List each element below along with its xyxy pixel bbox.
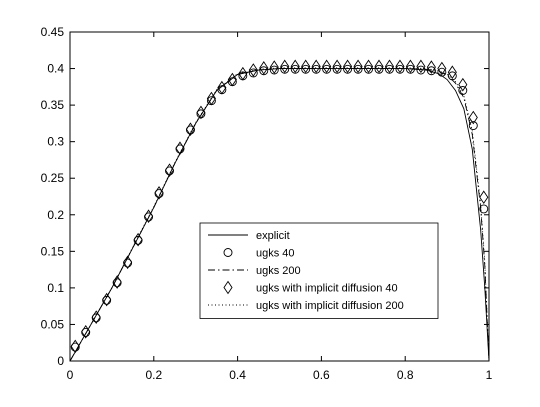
legend-entry: explicit (208, 230, 290, 242)
y-tick-label: 0.35 (41, 98, 65, 112)
marker-diamond (259, 61, 269, 75)
marker-diamond (437, 61, 447, 76)
y-tick-label: 0.1 (47, 281, 64, 295)
marker-diamond (332, 59, 342, 74)
marker-circle (437, 67, 447, 77)
y-tick-label: 0.2 (47, 208, 64, 222)
marker-diamond (426, 60, 436, 74)
marker-diamond (175, 141, 185, 156)
axes-frame (69, 31, 490, 362)
x-tick-label: 1 (486, 368, 493, 382)
marker-circle (280, 64, 290, 74)
marker-circle (395, 64, 405, 74)
marker-diamond (70, 339, 80, 354)
legend-label: ugks with implicit diffusion 40 (256, 283, 398, 295)
marker-circle (416, 65, 426, 75)
legend-label: ugks 200 (256, 265, 301, 277)
x-tick-label: 0.6 (313, 368, 330, 382)
marker-diamond (374, 59, 384, 74)
marker-diamond (248, 63, 258, 77)
marker-diamond (384, 59, 395, 74)
legend-entry: ugks 200 (208, 265, 301, 277)
marker-circle (301, 64, 311, 74)
legend-label: ugks 40 (256, 248, 295, 260)
marker-circle (385, 64, 394, 74)
marker-diamond (133, 232, 143, 247)
marker-circle (248, 68, 258, 78)
y-tick-label: 0.3 (47, 135, 64, 149)
marker-diamond (290, 59, 300, 74)
marker-diamond (185, 122, 196, 137)
marker-diamond (416, 59, 426, 74)
marker-circle (364, 64, 373, 74)
marker-diamond (311, 59, 321, 74)
x-tick-label: 0 (67, 368, 74, 382)
series-ugks-with-implicit-diffusion-40 (70, 59, 489, 354)
x-tick-label: 0.8 (397, 368, 414, 382)
marker-diamond (363, 59, 374, 74)
marker-diamond (395, 59, 405, 74)
y-tick-label: 0.45 (41, 25, 65, 39)
series-ugks-with-implicit-diffusion-200 (69, 67, 490, 362)
marker-diamond (164, 163, 175, 177)
marker-diamond (458, 77, 468, 92)
marker-circle (290, 64, 300, 74)
plot-area (69, 59, 490, 362)
marker-diamond (227, 72, 237, 87)
marker-diamond (353, 59, 363, 74)
legend: explicit ugks 40 ugks 200 ugks with implici… (199, 222, 439, 319)
axes: 0 0.2 0.4 0.6 0.8 1 0 0.05 0.1 0.15 0.2 0.25 0.3 0.35… (41, 25, 493, 382)
marker-circle (343, 64, 353, 74)
marker-diamond (269, 60, 279, 74)
marker-circle (259, 66, 269, 76)
legend-box (199, 222, 439, 319)
marker-diamond (301, 59, 311, 74)
marker-circle (269, 65, 279, 75)
series-ugks-200 (69, 68, 490, 362)
legend-entry: ugks 40 (223, 248, 295, 260)
marker-diamond (343, 59, 353, 74)
marker-circle (311, 64, 321, 74)
marker-circle (479, 204, 489, 214)
y-tick-label: 0.15 (41, 244, 65, 258)
marker-diamond (206, 91, 216, 106)
marker-circle (458, 86, 468, 95)
legend-marker-diamond (223, 280, 233, 295)
marker-diamond (405, 59, 415, 74)
marker-diamond (280, 59, 290, 74)
y-tick-label: 0.25 (41, 171, 65, 185)
marker-diamond (479, 190, 489, 205)
x-tick-label: 0.4 (229, 368, 246, 382)
legend-marker-circle (223, 248, 233, 257)
marker-circle (353, 64, 363, 74)
series-line (69, 67, 490, 362)
marker-diamond (91, 310, 101, 324)
marker-circle (332, 64, 342, 74)
y-tick-label: 0.05 (41, 317, 65, 331)
marker-diamond (468, 110, 478, 125)
marker-circle (468, 121, 478, 131)
marker-diamond (447, 65, 457, 80)
y-tick-label: 0 (57, 354, 64, 368)
marker-circle (322, 64, 332, 74)
legend-label: ugks with implicit diffusion 200 (256, 300, 404, 312)
marker-diamond (112, 275, 122, 289)
marker-diamond (144, 209, 154, 224)
marker-diamond (123, 255, 133, 270)
marker-diamond (322, 59, 332, 74)
legend-label: explicit (256, 230, 290, 242)
marker-diamond (102, 292, 112, 307)
marker-diamond (217, 80, 227, 95)
legend-entry: ugks with implicit diffusion 40 (223, 280, 398, 295)
series-line (69, 68, 490, 362)
y-tick-label: 0.4 (47, 62, 64, 76)
x-tick-label: 0.2 (145, 368, 162, 382)
marker-diamond (81, 324, 91, 339)
legend-entry: ugks with implicit diffusion 200 (208, 300, 404, 312)
marker-circle (374, 64, 384, 74)
